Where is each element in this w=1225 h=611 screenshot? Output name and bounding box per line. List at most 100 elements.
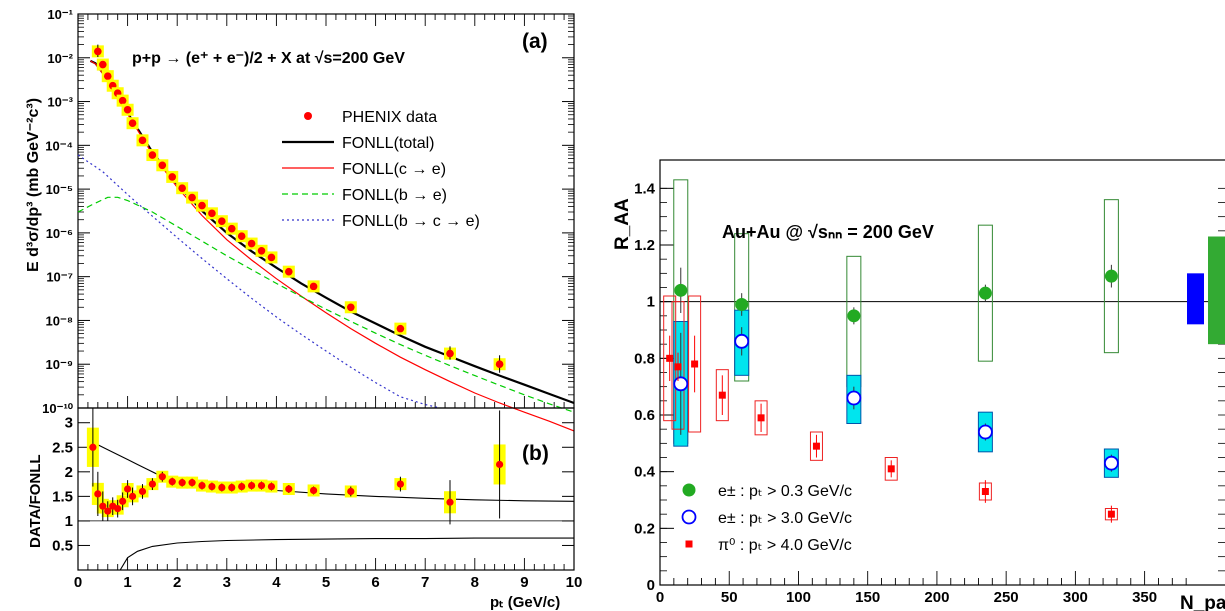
panel-raa-y-tick-label: 1 xyxy=(647,294,655,311)
data-point xyxy=(247,239,256,248)
panel-raa-y-tick-label: 0.8 xyxy=(634,350,655,367)
point-e-p-3-0-gev-c xyxy=(977,424,993,440)
panel-a-legend: PHENIX data FONLL(total) FONLL(c → e) FONLL… xyxy=(282,109,480,230)
ratio-point xyxy=(94,490,102,498)
panel-a-y-tick-label: 10⁻¹⁰ xyxy=(42,401,74,416)
sys-box-p-4-0-gev-c xyxy=(688,295,702,433)
point-e-p-3-0-gev-c xyxy=(846,390,862,406)
data-point xyxy=(128,119,137,128)
sys-box-p-4-0-gev-c xyxy=(754,400,768,436)
ratio-point xyxy=(114,505,122,513)
legend-marker xyxy=(682,483,696,497)
data-point xyxy=(178,184,186,192)
panel-b-points xyxy=(86,408,506,525)
panel-a-y-tick-label: 10⁻³ xyxy=(47,95,73,110)
panel-a-y-tick-label: 10⁻² xyxy=(47,51,73,66)
legend-label: e± : pₜ > 3.0 GeV/c xyxy=(718,510,852,527)
ratio-point xyxy=(267,482,276,491)
ratio-point xyxy=(124,485,132,493)
legend-label: FONLL(b → e) xyxy=(342,187,447,204)
panel-raa-y-tick-label: 0.2 xyxy=(634,520,655,537)
panel-raa-y-tick-label: 0 xyxy=(647,577,655,594)
point-p-4-0-gev-c xyxy=(718,391,726,399)
panel-raa-x-tick-label: 50 xyxy=(721,589,738,606)
point-e-p-3-0-gev-c xyxy=(673,376,689,392)
panel-b-x-tick-label: 3 xyxy=(223,574,231,591)
ratio-point xyxy=(310,486,318,495)
panel-b-x-tick-label: 6 xyxy=(371,574,379,591)
panel-b-ticks: 0.5 1 1.5 2 2.5 3 0 1 2 3 4 5 6 7 8 9 10 xyxy=(52,415,582,591)
panel-a-curves xyxy=(77,59,575,432)
panel-a-points xyxy=(91,44,506,373)
point-p-4-0-gev-c xyxy=(887,465,895,473)
panel-raa-legend: e± : pₜ > 0.3 GeV/c e± : pₜ > 3.0 GeV/c π⁰… xyxy=(681,483,852,554)
sys-box-p-4-0-gev-c xyxy=(715,369,729,422)
ratio-point xyxy=(138,487,147,496)
sys-box-p-4-0-gev-c xyxy=(884,457,898,481)
sys-box-e-p-0-3-gev-c xyxy=(977,224,993,362)
panel-b-x-tick-label: 5 xyxy=(322,574,330,591)
ratio-point xyxy=(228,483,236,492)
data-point xyxy=(208,209,216,218)
point-e-p-0-3-gev-c xyxy=(735,298,749,311)
legend-label: FONLL(c → e) xyxy=(342,161,446,178)
point-e-p-0-3-gev-c xyxy=(978,286,992,300)
panel-b-y-tick-label: 2 xyxy=(65,464,73,481)
legend-marker xyxy=(304,112,312,120)
panel-b-y-tick-label: 3 xyxy=(65,415,73,432)
panel-raa-y-tick-label: 0.6 xyxy=(634,407,655,424)
ratio-point xyxy=(178,479,186,487)
data-point xyxy=(148,151,157,159)
panel-raa-y-tick-label: 0.4 xyxy=(634,464,656,481)
ratio-point xyxy=(99,502,107,510)
data-point xyxy=(94,47,102,56)
ratio-point xyxy=(168,478,176,486)
data-point xyxy=(267,253,276,262)
panel-raa-x-axis-label: N_part xyxy=(1180,593,1225,611)
ratio-point xyxy=(208,482,216,491)
ratio-point xyxy=(347,487,355,496)
ratio-point xyxy=(104,507,112,515)
panel-b-x-tick-label: 9 xyxy=(520,574,528,591)
panel-raa-x-tick-label: 0 xyxy=(656,589,664,606)
panel-b-x-tick-label: 7 xyxy=(421,574,429,591)
ratio-point xyxy=(446,498,454,506)
panel-a-y-ticks: 10⁻¹⁰ 10⁻⁹ 10⁻⁸ 10⁻⁷ 10⁻⁶ 10⁻⁵ 10⁻⁴ 10⁻³ 10⁻² 10⁻… xyxy=(42,7,575,416)
panel-a-y-tick-label: 10⁻⁶ xyxy=(46,226,73,241)
ratio-point xyxy=(198,481,206,490)
data-point xyxy=(123,105,132,114)
legend-marker xyxy=(681,509,697,525)
sys-box-p-4-0-gev-c xyxy=(663,295,677,422)
data-point xyxy=(309,282,318,291)
panel-raa-title: Au+Au @ √sₙₙ = 200 GeV xyxy=(722,222,934,242)
data-point xyxy=(347,303,355,312)
panel-a-y-axis-label: E d³σ/dp³ (mb GeV⁻²c³) xyxy=(25,98,42,272)
point-e-p-0-3-gev-c xyxy=(847,309,861,323)
data-point xyxy=(198,201,206,210)
ratio-lower-band xyxy=(119,537,574,571)
ratio-point xyxy=(218,483,226,492)
panel-b-x-tick-label: 10 xyxy=(566,574,583,591)
panel-b-y-tick-label: 2.5 xyxy=(52,439,73,456)
data-point xyxy=(99,60,107,69)
panel-b-y-tick-label: 0.5 xyxy=(52,537,73,554)
normalization-box xyxy=(1208,236,1225,345)
curve-fonll-b-c-e xyxy=(77,154,441,409)
data-point xyxy=(218,217,226,225)
point-p-4-0-gev-c xyxy=(812,442,820,450)
sys-box-p-4-0-gev-c xyxy=(809,431,823,461)
panel-b-x-tick-label: 8 xyxy=(471,574,479,591)
point-p-4-0-gev-c xyxy=(981,488,989,495)
panel-raa-x-tick-label: 350 xyxy=(1132,589,1157,606)
legend-label: PHENIX data xyxy=(342,109,437,126)
ratio-point xyxy=(89,443,97,451)
panel-a: 10⁻¹⁰ 10⁻⁹ 10⁻⁸ 10⁻⁷ 10⁻⁶ 10⁻⁵ 10⁻⁴ 10⁻³ 10⁻² 10⁻… xyxy=(25,7,575,432)
panel-raa-x-tick-label: 250 xyxy=(994,589,1019,606)
ratio-point xyxy=(148,480,156,488)
point-p-4-0-gev-c xyxy=(666,354,674,362)
data-point xyxy=(257,246,266,255)
point-p-4-0-gev-c xyxy=(691,360,699,368)
ratio-point xyxy=(188,479,196,487)
panel-raa-y-tick-label: 1.4 xyxy=(634,180,656,197)
